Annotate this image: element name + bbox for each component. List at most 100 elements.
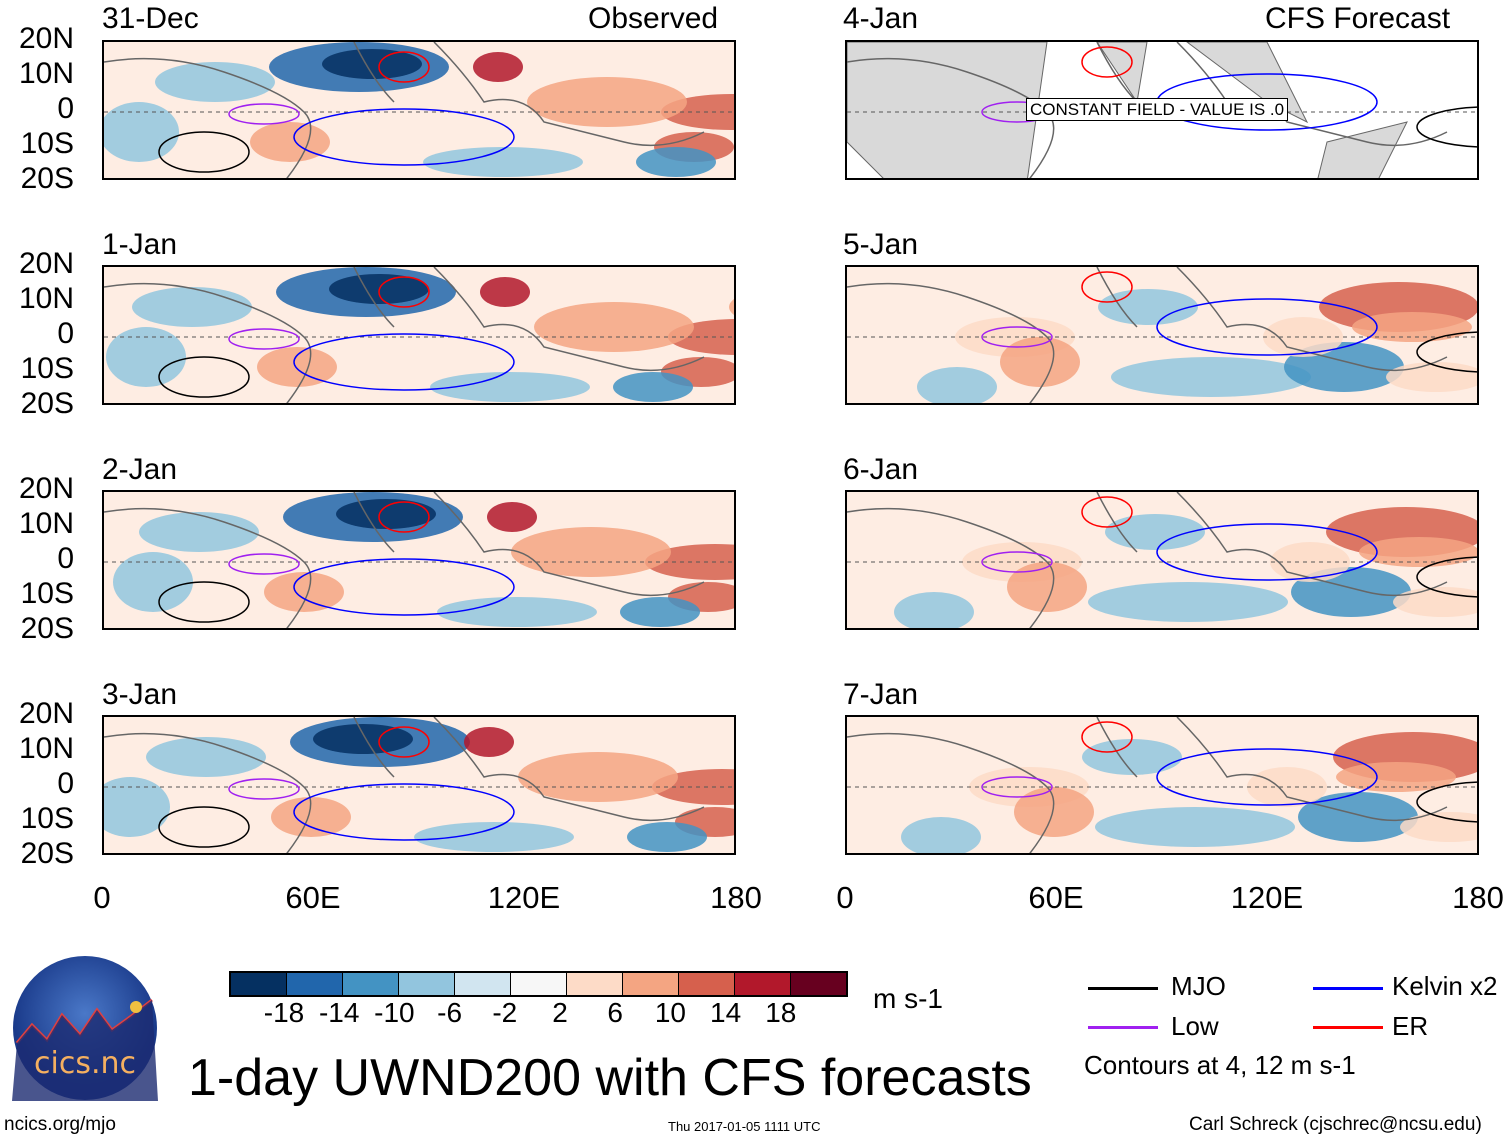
panel-date-obs-1: 1-Jan bbox=[102, 228, 178, 261]
y-tick: 20S bbox=[20, 387, 74, 420]
wind-anomaly-region bbox=[627, 822, 707, 852]
legend-line-kelvin bbox=[1313, 987, 1383, 990]
panel-date-obs-2: 2-Jan bbox=[102, 453, 178, 486]
colorbar-swatch bbox=[231, 973, 287, 995]
legend-line-er bbox=[1313, 1026, 1383, 1029]
wind-anomaly-region bbox=[1007, 562, 1087, 612]
y-tick: 10N bbox=[18, 507, 74, 540]
wind-anomaly-region bbox=[1359, 537, 1477, 567]
kelvin-contour bbox=[293, 108, 515, 166]
observed-map-panel bbox=[102, 715, 736, 855]
wind-anomaly-region bbox=[104, 777, 170, 837]
wind-anomaly-region bbox=[336, 499, 436, 529]
y-tick: 20N bbox=[18, 697, 74, 730]
y-tick: 20N bbox=[18, 247, 74, 280]
wind-anomaly-region bbox=[480, 277, 530, 307]
low-contour bbox=[228, 103, 300, 125]
wind-anomaly-region bbox=[1105, 514, 1205, 550]
legend-label-low: Low bbox=[1171, 1011, 1219, 1041]
mjo-contour bbox=[1416, 331, 1477, 373]
wind-anomaly-region bbox=[1088, 582, 1288, 622]
colorbar-tick-label: -18 bbox=[263, 997, 305, 1028]
x-tick: 0 bbox=[93, 880, 111, 915]
low-contour bbox=[228, 553, 300, 575]
low-contour bbox=[981, 326, 1053, 348]
wind-anomaly-region bbox=[1352, 312, 1472, 342]
y-tick: 10N bbox=[18, 732, 74, 765]
y-tick: 10S bbox=[20, 127, 74, 160]
wind-anomaly-region bbox=[1111, 357, 1311, 397]
colorbar-tick-label: -2 bbox=[492, 997, 518, 1028]
wind-anomaly-region bbox=[464, 727, 514, 757]
wind-anomaly-region bbox=[729, 299, 734, 315]
kelvin-contour bbox=[1156, 748, 1378, 806]
mjo-contour bbox=[1416, 556, 1477, 598]
footer-timestamp: Thu 2017-01-05 1111 UTC bbox=[668, 1119, 821, 1134]
y-tick: 10N bbox=[18, 57, 74, 90]
colorbar-swatch bbox=[567, 973, 623, 995]
cics-logo: cics.nc bbox=[12, 956, 158, 1101]
forecast-map-panel bbox=[845, 265, 1479, 405]
wind-anomaly-region bbox=[636, 147, 716, 177]
logo-text: cics.nc bbox=[34, 1046, 136, 1081]
coastline bbox=[847, 267, 1448, 403]
er-contour bbox=[378, 726, 430, 758]
y-tick: 0 bbox=[57, 92, 74, 125]
wind-anomaly-region bbox=[1082, 739, 1182, 775]
legend-label-mjo: MJO bbox=[1171, 971, 1226, 1001]
wind-anomaly-region bbox=[487, 502, 537, 532]
y-tick: 10S bbox=[20, 577, 74, 610]
wind-anomaly-region bbox=[437, 597, 597, 627]
legend-line-low bbox=[1088, 1026, 1158, 1029]
colorbar-swatch bbox=[735, 973, 791, 995]
mjo-contour bbox=[158, 581, 250, 623]
x-tick: 180 bbox=[710, 880, 762, 915]
low-contour bbox=[228, 778, 300, 800]
wind-anomaly-region bbox=[1298, 792, 1418, 842]
colorbar-tick-label: -10 bbox=[374, 997, 415, 1028]
x-tick: 180 bbox=[1452, 880, 1504, 915]
er-contour bbox=[1081, 271, 1133, 303]
mjo-contour bbox=[158, 806, 250, 848]
wind-anomaly-region bbox=[146, 737, 266, 777]
coastline bbox=[847, 492, 1448, 628]
wind-anomaly-region bbox=[271, 797, 351, 837]
wind-anomaly-region bbox=[106, 327, 186, 387]
y-tick: 0 bbox=[57, 542, 74, 575]
er-contour bbox=[1081, 496, 1133, 528]
colorbar-tick-label: 6 bbox=[607, 997, 623, 1028]
y-tick: 20N bbox=[18, 472, 74, 505]
wind-anomaly-region bbox=[423, 147, 583, 177]
mjo-contour bbox=[1416, 781, 1477, 823]
y-tick: 20N bbox=[18, 22, 74, 55]
colorbar-tick-label: -14 bbox=[318, 997, 360, 1028]
wind-anomaly-region bbox=[894, 592, 974, 628]
observed-map-panel bbox=[102, 40, 736, 180]
x-tick: 60E bbox=[285, 880, 341, 915]
y-tick: 0 bbox=[57, 317, 74, 350]
wind-anomaly-region bbox=[518, 752, 678, 802]
mjo-contour bbox=[1416, 106, 1477, 148]
footer-url[interactable]: ncics.org/mjo bbox=[4, 1114, 116, 1135]
colorbar-swatch bbox=[455, 973, 511, 995]
y-tick: 10N bbox=[18, 282, 74, 315]
colorbar-swatch bbox=[343, 973, 399, 995]
colorbar-tick-label: -6 bbox=[437, 997, 463, 1028]
panel-date-fc-1: 5-Jan bbox=[843, 228, 919, 261]
wind-anomaly-region bbox=[1014, 787, 1094, 837]
kelvin-contour bbox=[1156, 298, 1378, 356]
kelvin-contour bbox=[293, 558, 515, 616]
wind-anomaly-region bbox=[250, 122, 330, 162]
wind-anomaly-region bbox=[113, 552, 193, 612]
wind-anomaly-region bbox=[901, 817, 981, 853]
legend-label-er: ER bbox=[1392, 1011, 1429, 1041]
mjo-contour bbox=[158, 131, 250, 173]
wind-anomaly-region bbox=[527, 77, 687, 127]
kelvin-contour bbox=[1156, 523, 1378, 581]
panel-date-obs-3: 3-Jan bbox=[102, 678, 178, 711]
colorbar bbox=[229, 971, 848, 997]
observed-map-panel bbox=[102, 265, 736, 405]
colorbar-swatch bbox=[399, 973, 455, 995]
x-tick: 0 bbox=[836, 880, 854, 915]
y-tick: 20S bbox=[20, 162, 74, 195]
